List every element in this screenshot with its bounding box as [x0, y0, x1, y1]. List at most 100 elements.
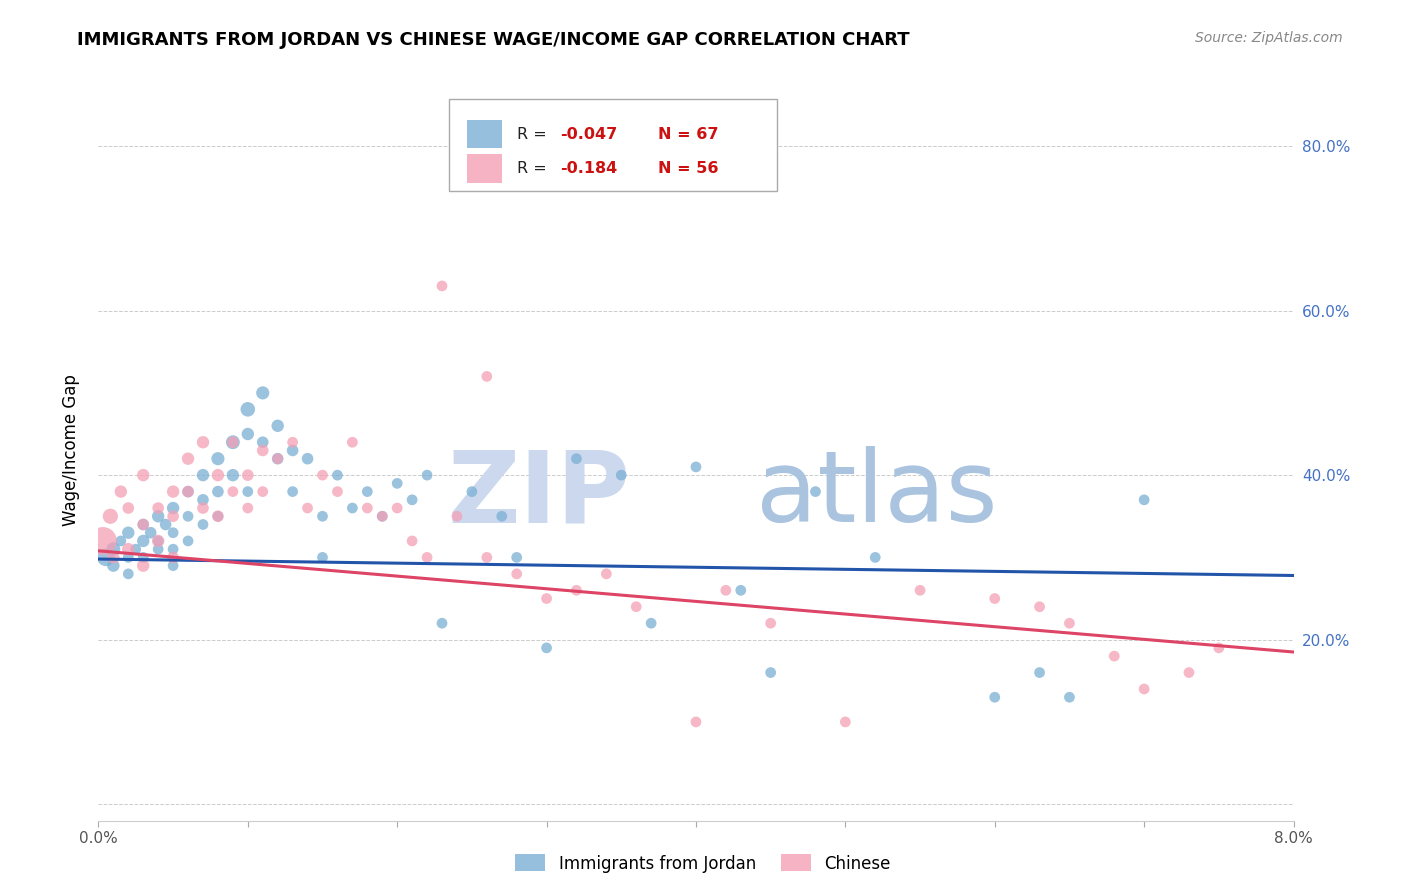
Point: [117, 501, 139, 516]
Point: [236, 427, 259, 442]
Text: N = 67: N = 67: [658, 127, 718, 142]
Point: [162, 542, 184, 557]
Point: [311, 468, 333, 483]
Point: [252, 443, 274, 458]
Point: [148, 533, 170, 548]
Point: [267, 451, 290, 466]
Point: [385, 476, 409, 491]
Point: [610, 468, 633, 483]
Point: [177, 509, 200, 524]
Point: [177, 533, 200, 548]
Point: [125, 542, 148, 557]
Point: [162, 509, 184, 524]
Text: R =: R =: [517, 161, 551, 176]
Point: [342, 435, 364, 450]
Point: [98, 509, 122, 524]
Bar: [467, 154, 502, 183]
Point: [132, 550, 155, 565]
Point: [416, 468, 439, 483]
Point: [191, 492, 214, 507]
Point: [132, 558, 155, 573]
Point: [1208, 640, 1230, 655]
Point: [385, 501, 409, 516]
Point: [252, 435, 274, 450]
Point: [103, 558, 125, 573]
Point: [326, 484, 349, 499]
Point: [1059, 690, 1081, 705]
Point: [132, 517, 155, 532]
Point: [191, 501, 214, 516]
Point: [326, 468, 349, 483]
Point: [984, 690, 1007, 705]
Point: [865, 550, 887, 565]
Point: [236, 468, 259, 483]
Point: [475, 369, 498, 384]
Point: [446, 509, 468, 524]
Point: [565, 451, 588, 466]
Text: atlas: atlas: [756, 446, 997, 543]
Point: [222, 468, 245, 483]
Point: [297, 451, 319, 466]
Point: [1028, 599, 1050, 614]
Point: [191, 468, 214, 483]
Point: [236, 402, 259, 417]
Point: [626, 599, 648, 614]
Point: [1028, 665, 1050, 680]
Point: [162, 484, 184, 499]
Point: [110, 533, 132, 548]
Point: [117, 566, 139, 581]
Point: [759, 616, 782, 631]
Point: [117, 542, 139, 557]
Point: [132, 517, 155, 532]
FancyBboxPatch shape: [449, 99, 778, 191]
Point: [685, 714, 707, 729]
Point: [148, 509, 170, 524]
Point: [297, 501, 319, 516]
Point: [371, 509, 394, 524]
Text: N = 56: N = 56: [658, 161, 718, 176]
Point: [401, 533, 423, 548]
Point: [1104, 649, 1126, 664]
Point: [565, 583, 588, 598]
Point: [834, 714, 856, 729]
Point: [1178, 665, 1201, 680]
Point: [162, 501, 184, 516]
Point: [908, 583, 931, 598]
Text: Source: ZipAtlas.com: Source: ZipAtlas.com: [1195, 31, 1343, 45]
Point: [222, 435, 245, 450]
Point: [103, 550, 125, 565]
Point: [177, 451, 200, 466]
Point: [139, 525, 162, 540]
Point: [356, 484, 378, 499]
Point: [222, 435, 245, 450]
Point: [162, 558, 184, 573]
Point: [148, 542, 170, 557]
Point: [155, 517, 177, 532]
Point: [430, 616, 453, 631]
Point: [984, 591, 1007, 606]
Point: [162, 525, 184, 540]
Point: [177, 484, 200, 499]
Point: [191, 517, 214, 532]
Point: [222, 484, 245, 499]
Point: [117, 525, 139, 540]
Text: -0.184: -0.184: [560, 161, 617, 176]
Point: [252, 385, 274, 400]
Point: [430, 279, 453, 293]
Point: [267, 451, 290, 466]
Point: [132, 533, 155, 548]
Point: [730, 583, 752, 598]
Text: ZIP: ZIP: [447, 446, 630, 543]
Point: [491, 509, 513, 524]
Point: [342, 501, 364, 516]
Point: [94, 550, 117, 565]
Point: [536, 640, 558, 655]
Point: [371, 509, 394, 524]
Point: [461, 484, 484, 499]
Point: [714, 583, 737, 598]
Point: [148, 533, 170, 548]
Point: [91, 533, 114, 548]
Point: [207, 509, 229, 524]
Point: [685, 459, 707, 474]
Point: [804, 484, 827, 499]
